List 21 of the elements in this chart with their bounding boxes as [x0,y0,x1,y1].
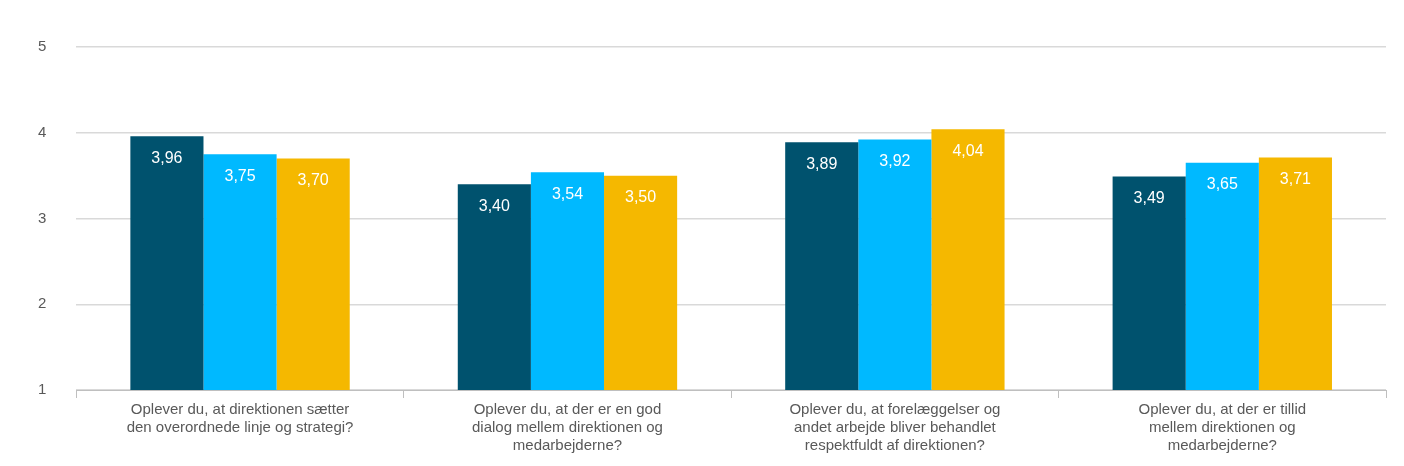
y-tick-label: 5 [38,37,47,55]
y-tick-label: 2 [38,294,47,312]
data-label: 3,40 [478,196,511,214]
data-label: 4,04 [952,141,984,159]
data-label: 3,65 [1206,175,1238,193]
y-tick-label: 3 [38,208,47,226]
data-label: 3,49 [1133,188,1165,206]
data-label: 3,96 [151,148,183,166]
x-tick-label: Oplever du, at forelæggelser og andet arbejde bliver behandlet respektfuldt af direktionen? [789,400,1001,454]
data-label: 3,92 [879,152,911,170]
y-tick-label: 4 [38,122,47,140]
x-tick-label: Oplever du, at direktionen sætter den overordnede linje og strategi? [126,400,354,436]
x-tick-label: Oplever du, at der er en god dialog mellem direktionen og medarbejderne? [471,400,663,454]
data-label: 3,54 [551,184,584,202]
x-tick-label: Oplever du, at der er tillid mellem direktionen og medarbejderne? [1138,400,1307,454]
data-label: 3,70 [297,170,329,188]
data-label: 3,71 [1279,170,1312,188]
data-label: 3,89 [806,154,838,172]
data-label: 3,75 [224,166,256,184]
data-label: 3,50 [625,188,657,206]
y-tick-label: 1 [38,380,47,398]
